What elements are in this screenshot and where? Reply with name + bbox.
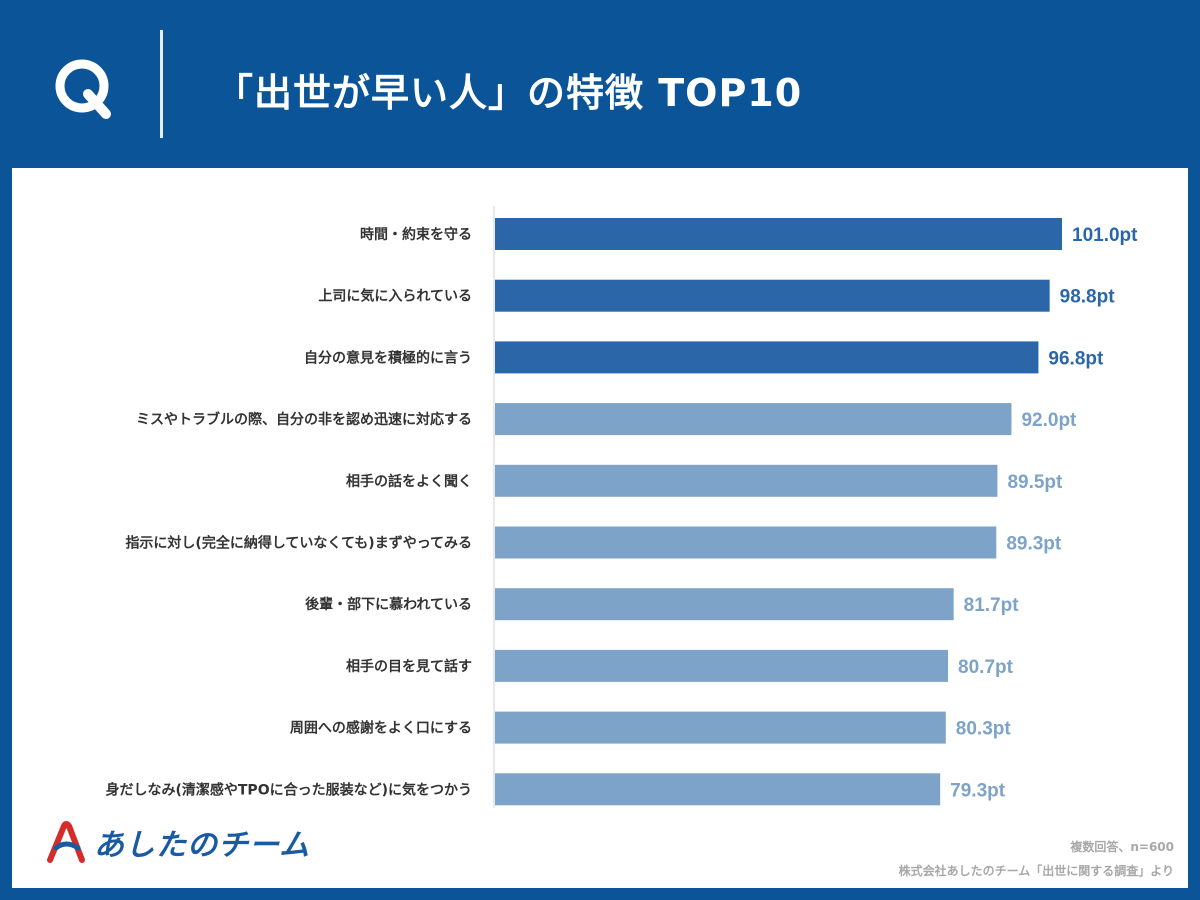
value-label: 80.3pt xyxy=(956,719,1012,740)
bar xyxy=(495,773,941,806)
bar xyxy=(495,279,1050,312)
bar-chart: 時間・約束を守る 101.0pt 上司に気に入られている 98.8pt 自分の意見を積極… xyxy=(105,206,1138,808)
category-label: 後輩・部下に慕われている xyxy=(305,596,472,613)
source-note: 株式会社あしたのチーム「出世に関する調査」より xyxy=(898,864,1174,878)
category-label: ミスやトラブルの際、自分の非を認め迅速に対応する xyxy=(136,411,472,428)
bar xyxy=(495,526,997,559)
logo-mark-icon xyxy=(47,821,85,863)
bar xyxy=(495,588,954,621)
sample-note: 複数回答、n=600 xyxy=(1070,840,1174,854)
header-divider xyxy=(160,30,163,138)
category-label: 時間・約束を守る xyxy=(360,226,472,243)
value-label: 89.3pt xyxy=(1006,534,1062,555)
category-label: 自分の意見を積極的に言う xyxy=(304,349,472,366)
page-title: 「出世が早い人」の特徴 TOP10 xyxy=(215,71,803,115)
header: 「出世が早い人」の特徴 TOP10 xyxy=(0,0,1200,168)
bar xyxy=(495,403,1012,436)
value-label: 80.7pt xyxy=(958,657,1014,678)
category-label: 上司に気に入られている xyxy=(318,288,472,305)
value-label: 101.0pt xyxy=(1072,225,1138,246)
category-label: 相手の話をよく聞く xyxy=(346,473,472,490)
category-label: 身だしなみ(清潔感やTPOに合った服装など)に気をつかう xyxy=(105,781,472,798)
bar xyxy=(495,464,998,497)
value-label: 89.5pt xyxy=(1007,472,1063,493)
value-label: 96.8pt xyxy=(1048,348,1104,369)
value-label: 79.3pt xyxy=(950,780,1006,801)
bar xyxy=(495,649,949,682)
chart-panel: 時間・約束を守る 101.0pt 上司に気に入られている 98.8pt 自分の意見を積極… xyxy=(12,168,1188,888)
company-logo: あしたのチーム xyxy=(42,816,332,868)
bar xyxy=(495,218,1062,250)
category-label: 相手の目を見て話す xyxy=(346,658,472,675)
value-label: 98.8pt xyxy=(1060,287,1116,308)
bar xyxy=(495,341,1039,374)
category-label: 周囲への感謝をよく口にする xyxy=(290,720,472,737)
value-label: 81.7pt xyxy=(964,595,1020,616)
bar xyxy=(495,711,946,744)
logo-text: あしたのチーム xyxy=(94,828,311,863)
q-icon xyxy=(55,59,111,119)
category-label: 指示に対し(完全に納得していなくても)まずやってみる xyxy=(125,535,472,552)
value-label: 92.0pt xyxy=(1021,410,1077,431)
